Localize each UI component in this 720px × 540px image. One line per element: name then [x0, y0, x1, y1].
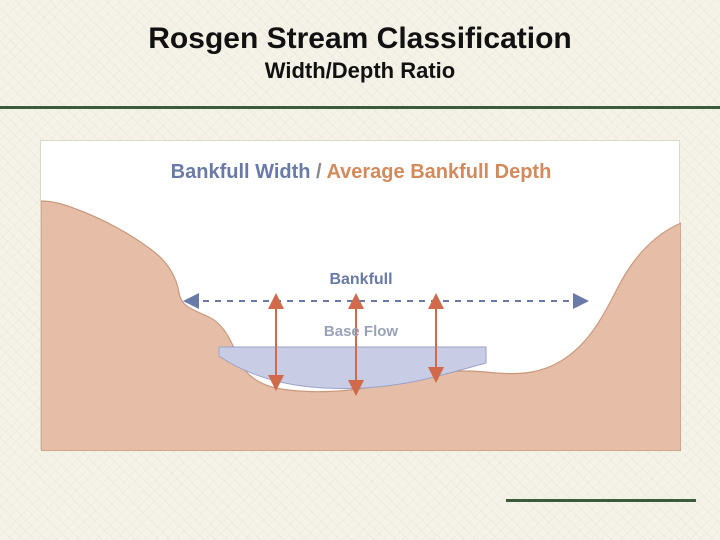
formula-avg-depth: Average Bankfull Depth: [326, 161, 551, 183]
formula-bankfull-width: Bankfull Width: [171, 161, 311, 183]
cross-section-svg: [41, 141, 681, 451]
diagram-panel: Bankfull Width / Average Bankfull Depth …: [40, 140, 680, 450]
divider-bottom: [506, 499, 696, 502]
formula-slash: /: [316, 161, 322, 183]
page-title: Rosgen Stream Classification: [0, 22, 720, 56]
page-subtitle: Width/Depth Ratio: [0, 58, 720, 84]
bankfull-label: Bankfull: [41, 271, 681, 289]
divider-top: [0, 106, 720, 109]
baseflow-label: Base Flow: [41, 323, 681, 340]
formula: Bankfull Width / Average Bankfull Depth: [41, 161, 681, 184]
